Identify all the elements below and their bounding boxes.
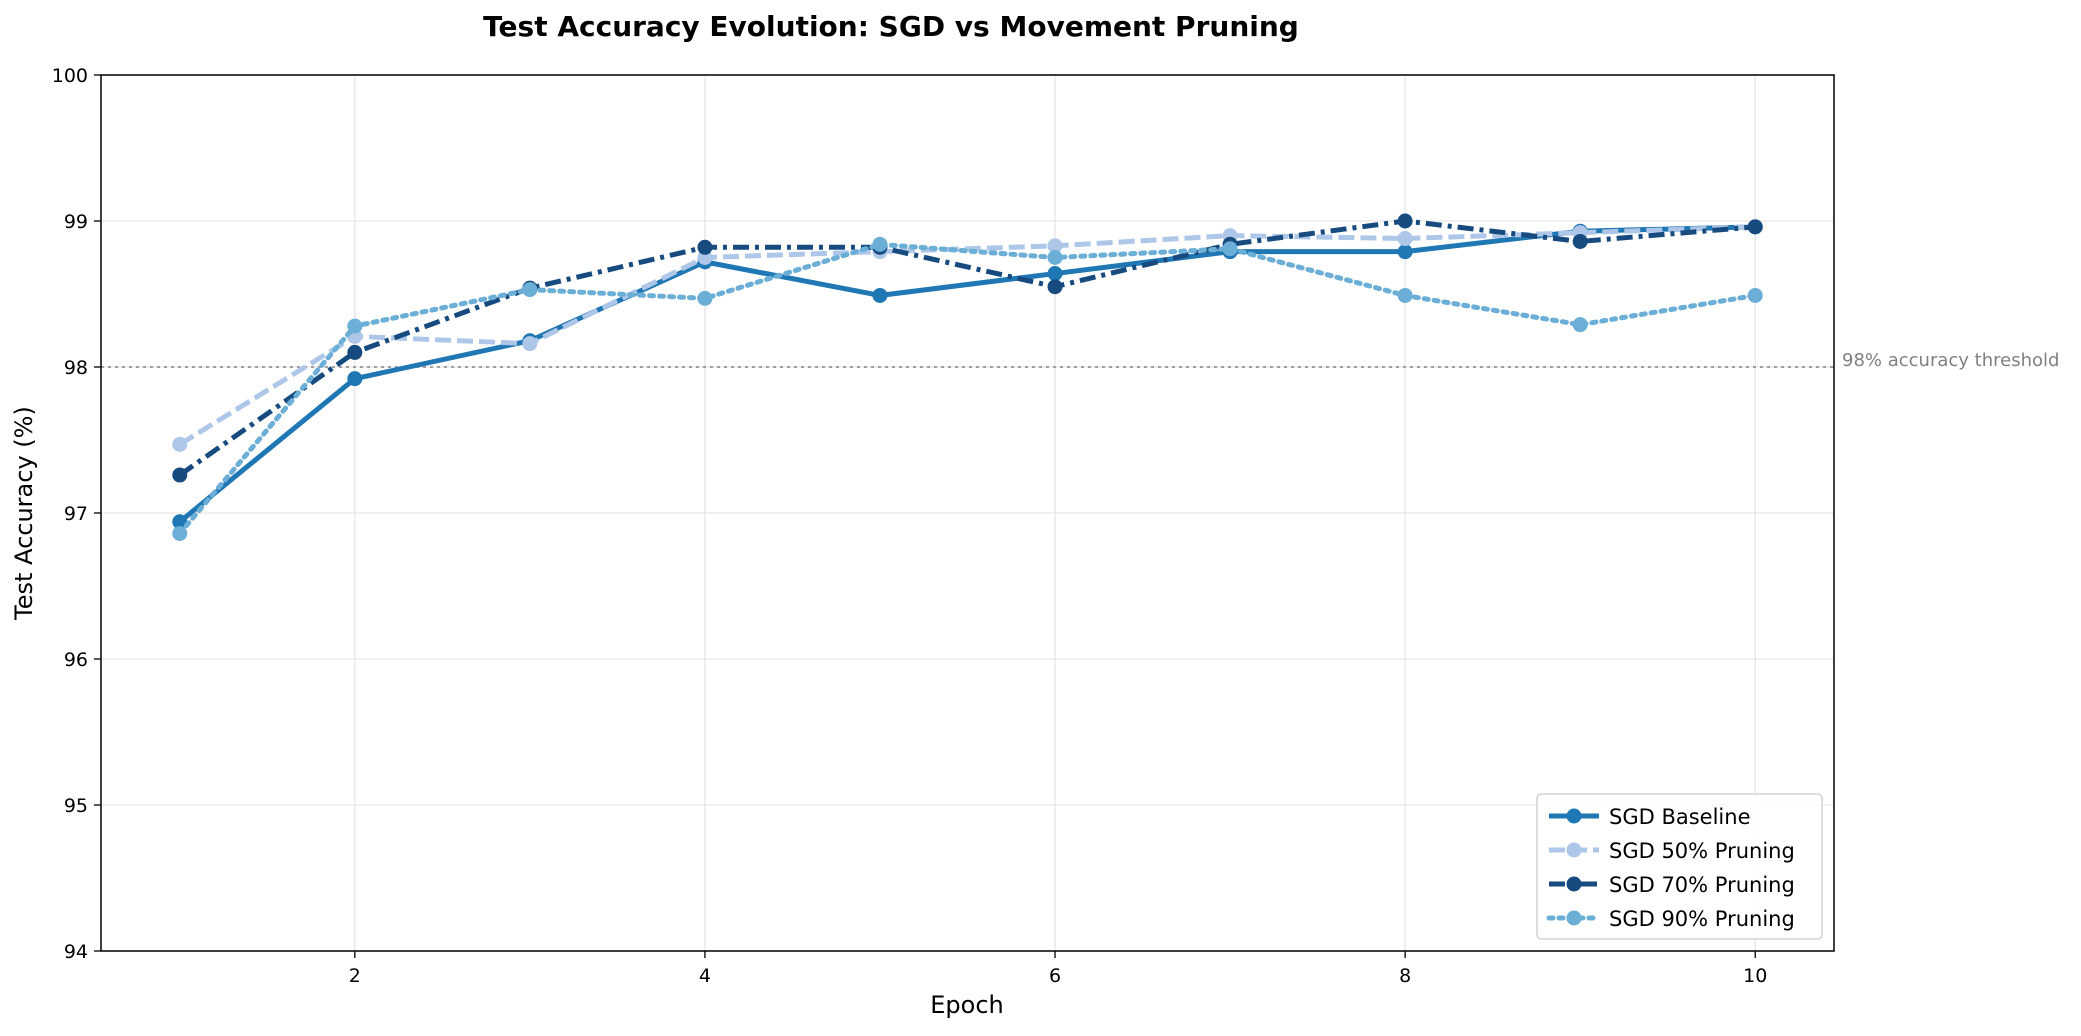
legend-swatch-marker xyxy=(1566,910,1582,926)
data-point xyxy=(1747,287,1763,303)
legend-box xyxy=(1536,793,1823,940)
ticks: 2 4 6 8 10 94 95 96 97 98 99 100 xyxy=(52,65,1768,987)
data-point xyxy=(1572,317,1588,333)
legend: SGD Baseline SGD 50% Pruning SGD 70% Pruni… xyxy=(1536,793,1823,940)
data-point xyxy=(172,514,188,530)
series-line xyxy=(177,241,1758,536)
data-point xyxy=(1047,238,1063,254)
data-point xyxy=(1047,250,1063,265)
data-point xyxy=(347,318,363,334)
data-point xyxy=(697,239,713,255)
x-tick-label: 4 xyxy=(699,965,711,987)
y-tick-label: 98 xyxy=(64,357,88,379)
data-point xyxy=(522,282,538,298)
legend-item: SGD 90% Pruning xyxy=(1546,907,1795,931)
data-point xyxy=(1397,244,1413,260)
data-point xyxy=(172,436,188,452)
series-group xyxy=(172,213,1763,541)
series-4 xyxy=(172,236,1763,541)
x-axis-label: Epoch xyxy=(930,991,1004,1019)
data-point xyxy=(697,290,713,306)
y-axis-label: Test Accuracy (%) xyxy=(10,406,38,621)
data-point xyxy=(1572,233,1588,249)
y-tick-label: 99 xyxy=(64,211,88,233)
data-point xyxy=(1397,287,1413,303)
chart-title: Test Accuracy Evolution: SGD vs Movement… xyxy=(483,10,1299,43)
x-tick-label: 6 xyxy=(1049,965,1061,987)
y-tick-label: 94 xyxy=(64,941,88,963)
data-point xyxy=(522,336,538,352)
data-point xyxy=(172,525,188,541)
data-point xyxy=(1047,279,1063,295)
legend-swatch-marker xyxy=(1566,876,1582,892)
x-tick-label: 8 xyxy=(1399,965,1411,987)
legend-swatch-marker xyxy=(1566,808,1582,824)
data-point xyxy=(347,344,363,360)
x-tick-label: 2 xyxy=(349,965,361,987)
x-tick-label: 10 xyxy=(1743,965,1767,987)
legend-item: SGD Baseline xyxy=(1549,805,1750,829)
legend-label: SGD Baseline xyxy=(1609,805,1750,829)
data-point xyxy=(172,467,188,483)
legend-item: SGD 50% Pruning xyxy=(1549,839,1795,863)
legend-label: SGD 50% Pruning xyxy=(1609,839,1795,863)
data-point xyxy=(872,236,888,252)
series-line xyxy=(178,224,1756,524)
y-tick-label: 96 xyxy=(64,649,88,671)
data-point xyxy=(1222,241,1238,257)
legend-label: SGD 90% Pruning xyxy=(1609,907,1795,931)
reference-line-group: 98% accuracy threshold xyxy=(101,350,2059,371)
y-tick-label: 97 xyxy=(64,503,88,525)
data-point xyxy=(1747,219,1763,235)
data-point xyxy=(347,371,363,387)
data-point xyxy=(1397,213,1413,229)
legend-label: SGD 70% Pruning xyxy=(1609,873,1795,897)
data-point xyxy=(1397,231,1413,247)
legend-swatch-marker xyxy=(1566,842,1582,858)
threshold-label: 98% accuracy threshold xyxy=(1842,350,2059,371)
y-tick-label: 95 xyxy=(64,795,88,817)
series-line xyxy=(178,224,1756,447)
y-tick-label: 100 xyxy=(52,65,88,87)
legend-item: SGD 70% Pruning xyxy=(1549,873,1795,897)
series-line xyxy=(178,218,1756,478)
data-point xyxy=(1047,266,1063,282)
data-point xyxy=(872,287,888,303)
